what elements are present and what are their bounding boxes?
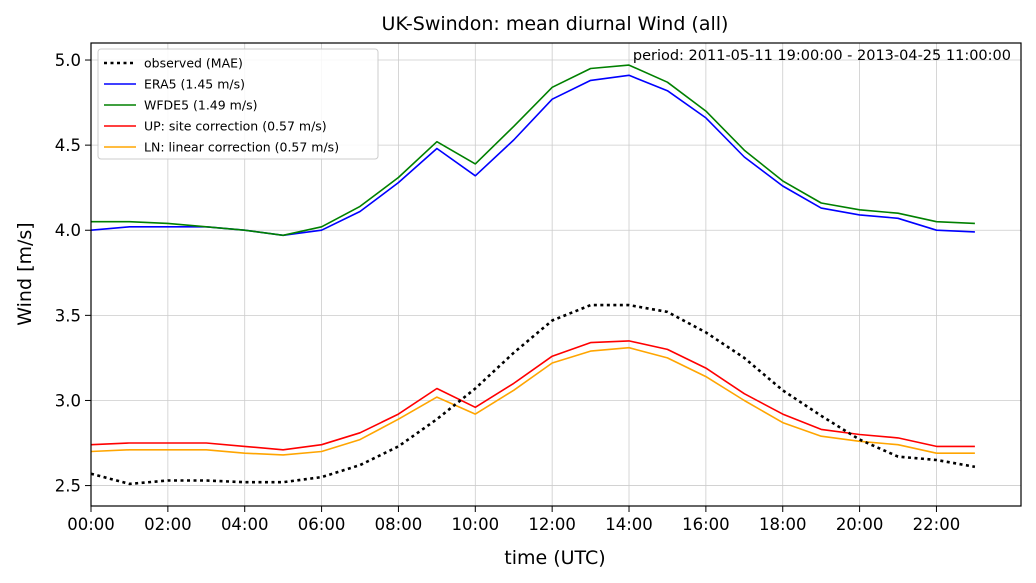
x-tick-label: 02:00 [144,515,192,534]
x-axis-label: time (UTC) [504,547,605,569]
axis-ticks: 00:00 02:00 04:00 06:00 08:00 10:00 12:00 14:00… [55,51,960,534]
x-tick-label: 06:00 [298,515,346,534]
series-line-3 [90,340,975,451]
x-tick-label: 14:00 [605,515,653,534]
legend-entry-label: UP: site correction (0.57 m/s) [144,119,327,134]
x-tick-label: 12:00 [528,515,576,534]
y-tick-label: 3.5 [55,306,81,325]
y-tick-label: 2.5 [55,477,81,496]
legend: observed (MAE) ERA5 (1.45 m/s) WFDE5 (1.49… [97,48,379,160]
series-lines [90,64,976,486]
chart-title: UK-Swindon: mean diurnal Wind (all) [382,13,729,35]
y-tick-label: 5.0 [55,51,81,70]
y-axis-label: Wind [m/s] [14,222,36,325]
series-line-0 [90,303,976,486]
x-tick-label: 22:00 [913,515,961,534]
y-tick-label: 4.5 [55,136,81,155]
y-tick-label: 4.0 [55,221,81,240]
series-line-2 [91,64,975,237]
x-tick-label: 10:00 [452,515,500,534]
x-tick-label: 20:00 [836,515,884,534]
x-tick-label: 08:00 [375,515,423,534]
y-tick-label: 3.0 [55,391,81,410]
x-tick-label: 04:00 [221,515,269,534]
series-line-4 [90,346,975,456]
plot-frame [90,42,1022,507]
legend-box [97,48,379,160]
legend-entry-label: ERA5 (1.45 m/s) [144,77,245,92]
legend-entry-label: LN: linear correction (0.57 m/s) [144,140,339,155]
x-tick-label: 16:00 [682,515,730,534]
x-tick-label: 18:00 [759,515,807,534]
legend-entry-label: WFDE5 (1.49 m/s) [144,98,257,113]
legend-entry-label: observed (MAE) [144,56,243,71]
x-tick-label: 00:00 [67,515,115,534]
period-annotation: period: 2011-05-11 19:00:00 - 2013-04-25… [633,48,1011,64]
